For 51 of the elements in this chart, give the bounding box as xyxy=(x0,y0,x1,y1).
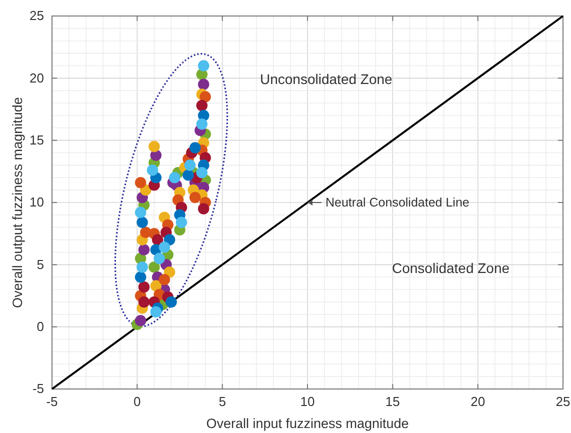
point xyxy=(138,281,150,293)
point xyxy=(158,274,170,286)
point xyxy=(134,176,146,188)
y-tick-label: 20 xyxy=(30,70,44,86)
x-tick-label: -5 xyxy=(46,394,58,410)
x-tick-label: 5 xyxy=(218,394,226,410)
point xyxy=(136,262,148,273)
point xyxy=(150,306,162,318)
point xyxy=(176,216,188,228)
point xyxy=(189,192,201,204)
annotation: Neutral Consolidated Line xyxy=(326,196,470,210)
point xyxy=(200,91,211,102)
point xyxy=(134,314,146,326)
point xyxy=(138,244,150,256)
x-tick-label: 20 xyxy=(470,394,486,410)
x-tick-label: 10 xyxy=(300,394,315,410)
point xyxy=(198,203,210,214)
point xyxy=(134,271,146,283)
x-tick-label: 25 xyxy=(556,394,570,410)
point xyxy=(154,252,165,264)
y-tick-label: -5 xyxy=(32,381,44,396)
point xyxy=(138,296,150,308)
point xyxy=(166,296,177,308)
point xyxy=(189,142,201,154)
y-tick-label: 5 xyxy=(36,256,44,272)
point xyxy=(198,78,210,90)
y-axis-title: Overall output fuzziness magnitude xyxy=(10,97,25,308)
point xyxy=(148,262,160,273)
point xyxy=(182,170,194,181)
point xyxy=(196,167,208,178)
point xyxy=(146,164,158,176)
x-axis-title: Overall input fuzziness magnitude xyxy=(206,416,409,431)
y-tick-label: 25 xyxy=(30,8,44,24)
x-tick-label: 0 xyxy=(134,394,141,410)
x-tick-label: 15 xyxy=(385,394,400,410)
point xyxy=(148,140,160,152)
point xyxy=(136,216,148,228)
point xyxy=(152,234,164,246)
point xyxy=(158,242,170,253)
point xyxy=(196,118,208,130)
y-tick-label: 10 xyxy=(30,194,44,210)
point xyxy=(198,60,210,72)
point xyxy=(196,100,208,112)
annotation: Unconsolidated Zone xyxy=(260,71,393,87)
point xyxy=(134,206,146,218)
y-tick-label: 0 xyxy=(36,318,44,334)
point xyxy=(184,160,196,171)
annotation: Consolidated Zone xyxy=(392,260,510,276)
point xyxy=(169,172,180,184)
point xyxy=(164,234,176,246)
y-tick-label: 15 xyxy=(30,132,44,148)
